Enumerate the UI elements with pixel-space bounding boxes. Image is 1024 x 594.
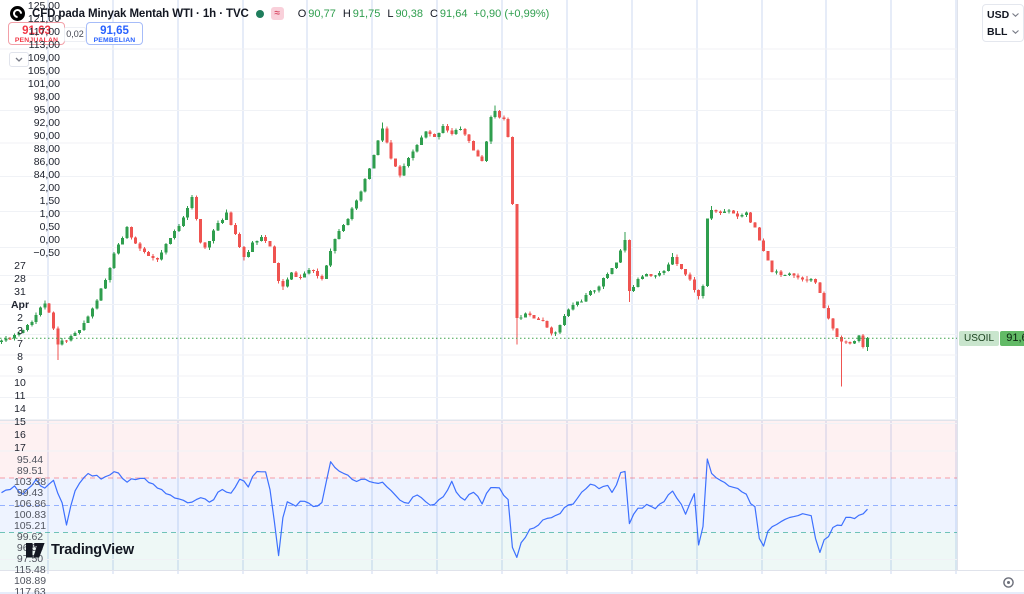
price-axis-label: 86,00 [33, 156, 60, 168]
indicator-axis-label: 1,00 [39, 208, 60, 220]
price-axis-label: 117,00 [28, 26, 60, 38]
price-annotation: 108.89 [13, 575, 47, 587]
tradingview-watermark[interactable]: TradingView [26, 542, 134, 558]
time-axis-label: 11 [14, 390, 26, 402]
price-axis-label: 105,00 [27, 65, 60, 77]
time-axis-label: 8 [17, 351, 23, 363]
price-axis-label: 109,00 [27, 52, 60, 64]
delayed-data-icon[interactable]: ≈ [270, 7, 284, 20]
symbol-legend: CFD pada Minyak Mentah WTI · 1h · TVC ≈ … [10, 5, 549, 22]
indicator-axis-label: 0,50 [39, 221, 60, 233]
price-axis-label: 125,00 [27, 0, 60, 12]
buy-price: 91,65 [100, 25, 129, 37]
price-annotation: 95.44 [16, 454, 44, 466]
time-axis-label: 9 [17, 364, 23, 376]
price-annotation: 100.83 [13, 509, 47, 521]
unit-dropdown[interactable]: BLL [983, 23, 1023, 40]
time-axis-label: 14 [14, 403, 26, 415]
close-value: 91,64 [439, 7, 468, 20]
market-status-icon[interactable] [255, 9, 264, 18]
price-axis-label: 98,00 [33, 91, 60, 103]
axis-unit-panel: USD BLL [982, 4, 1024, 42]
close-label: C [429, 7, 438, 20]
spread-value: 0,02 [64, 27, 86, 42]
price-tag-value: 91,64 [1000, 331, 1024, 346]
indicator-axis-label: 0,00 [39, 234, 60, 246]
indicator-axis-label: −0,50 [33, 247, 60, 259]
ohlc-values: O 90,77 H 91,75 L 90,38 C 91,64 +0,90 (+0,99… [293, 8, 550, 20]
chevron-down-icon [15, 57, 23, 62]
price-annotation: 97.50 [16, 553, 44, 565]
currency-value: USD [987, 8, 1010, 21]
price-annotation: 117.63 [14, 586, 46, 594]
time-axis-label: 27 [14, 260, 26, 272]
time-axis-label: 3 [17, 325, 23, 337]
unit-value: BLL [987, 25, 1008, 38]
time-axis-label: 28 [14, 273, 26, 285]
chevron-down-icon [1012, 29, 1019, 34]
price-annotation: 99.43 [16, 487, 44, 499]
open-value: 90,77 [308, 7, 336, 20]
time-axis-label: 15 [14, 416, 26, 428]
sell-button[interactable]: 91,63 PENJUALAN [8, 22, 65, 45]
price-axis-label: 92,00 [33, 117, 60, 129]
current-price-tag: USOIL 91,64 [959, 331, 1024, 346]
time-axis-label: 17 [14, 442, 26, 454]
time-axis-label: 7 [17, 338, 23, 350]
axis-settings-gear-icon[interactable] [1001, 575, 1016, 590]
collapse-panel-button[interactable] [9, 52, 29, 67]
time-axis-label: 2 [17, 312, 23, 324]
time-axis-label: 31 [14, 286, 26, 298]
price-annotation: 105.21 [13, 520, 47, 532]
low-value: 90,38 [395, 7, 423, 20]
indicator-axis-label: 1,50 [39, 195, 60, 207]
symbol-logo-icon[interactable] [10, 6, 25, 21]
buy-button[interactable]: 91,65 PEMBELIAN [86, 22, 143, 45]
price-annotation: 89.51 [16, 465, 44, 477]
price-axis-label: 88,00 [33, 143, 60, 155]
low-label: L [387, 7, 394, 20]
candles [0, 105, 869, 387]
tradingview-logo-icon [26, 542, 45, 557]
price-axis-label: 84,00 [33, 169, 60, 181]
buy-label: PEMBELIAN [93, 37, 136, 44]
watermark-text: TradingView [51, 542, 134, 558]
currency-dropdown[interactable]: USD [983, 6, 1023, 23]
high-label: H [342, 7, 351, 20]
price-axis-label: 90,00 [33, 130, 60, 142]
price-tag-symbol: USOIL [959, 331, 1000, 346]
time-axis-label: 10 [14, 377, 26, 389]
time-axis-label: 16 [14, 429, 26, 441]
bottom-edge [0, 592, 1024, 594]
high-value: 91,75 [352, 7, 381, 20]
price-annotation: 115.48 [14, 564, 46, 576]
sell-label: PENJUALAN [14, 37, 59, 44]
oscillator-line [1, 458, 868, 559]
change-value: +0,90 (+0,99%) [473, 7, 550, 20]
indicator-axis-label: 2,00 [39, 182, 60, 194]
sell-price: 91,63 [22, 25, 51, 37]
price-axis-label: 95,00 [33, 104, 60, 116]
price-annotation: 106.86 [13, 498, 47, 510]
open-label: O [297, 7, 307, 20]
time-axis-label: Apr [10, 299, 30, 311]
price-axis-label: 121,00 [27, 13, 60, 25]
price-annotation: 99.62 [16, 531, 44, 543]
price-axis-label: 113,00 [28, 39, 60, 51]
price-annotation: 103.38 [13, 476, 47, 488]
chevron-down-icon [1012, 12, 1019, 17]
price-axis-label: 101,00 [27, 78, 60, 90]
symbol-title[interactable]: CFD pada Minyak Mentah WTI · 1h · TVC [32, 7, 249, 20]
